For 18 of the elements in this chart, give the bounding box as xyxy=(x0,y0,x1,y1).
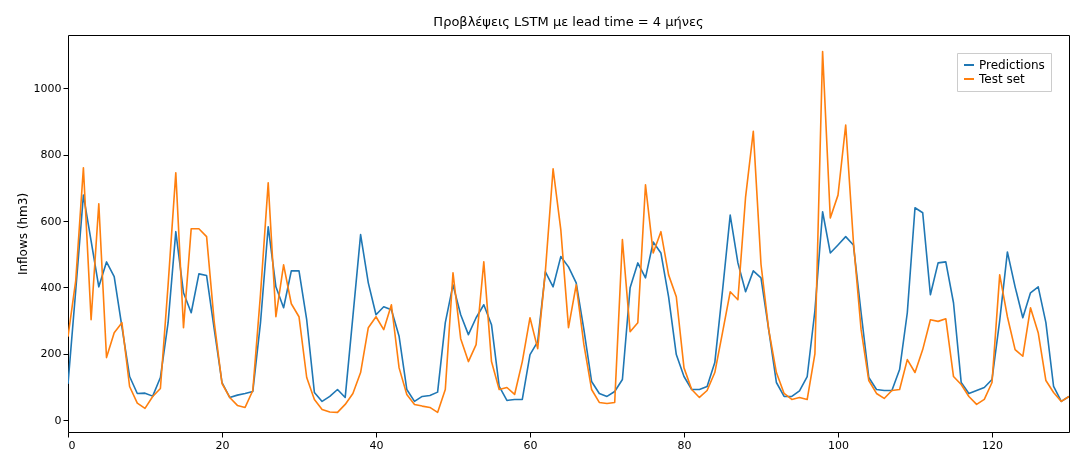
x-tick-label: 60 xyxy=(523,438,538,452)
legend-label: Predictions xyxy=(979,58,1045,72)
x-tick-label: 120 xyxy=(982,438,1003,452)
y-tick-label: 400 xyxy=(40,280,62,294)
y-tick-label: 200 xyxy=(40,347,62,361)
legend-label: Test set xyxy=(978,72,1026,86)
x-tick-label: 100 xyxy=(828,438,849,452)
y-axis-title: Inflows (hm3) xyxy=(15,192,30,276)
x-tick-label: 80 xyxy=(677,438,692,452)
y-tick-label: 0 xyxy=(54,413,62,427)
x-tick-label: 20 xyxy=(215,438,230,452)
chart-title: Προβλέψεις LSTM με lead time = 4 μήνες xyxy=(433,14,704,29)
y-tick-label: 600 xyxy=(40,214,62,228)
x-tick-label: 40 xyxy=(369,438,384,452)
line-series xyxy=(68,50,1069,414)
y-tick-label: 800 xyxy=(40,148,62,162)
y-tick-label: 1000 xyxy=(33,81,62,95)
x-tick-label: 0 xyxy=(68,438,76,452)
